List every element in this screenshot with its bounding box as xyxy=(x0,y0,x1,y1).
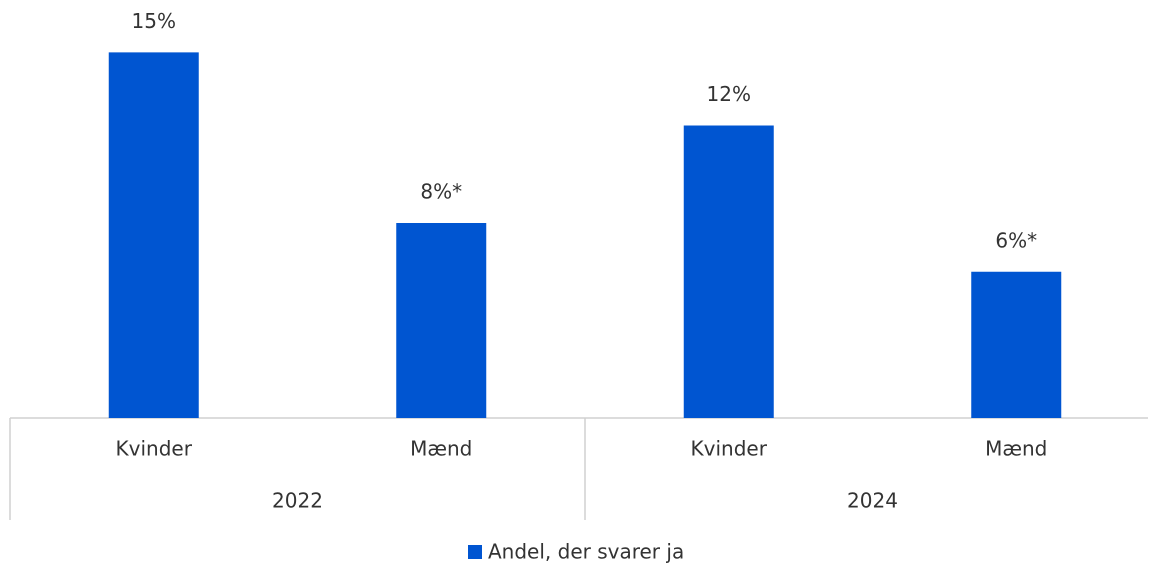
group-label: 2024 xyxy=(847,489,898,513)
x-tick-label: Kvinder xyxy=(691,437,768,461)
group-label: 2022 xyxy=(272,489,323,513)
legend-swatch xyxy=(468,545,482,559)
data-label: 12% xyxy=(707,82,751,106)
bar xyxy=(108,52,199,418)
data-label: 8%* xyxy=(420,180,462,204)
bar xyxy=(396,223,487,418)
bar xyxy=(683,125,774,418)
bar xyxy=(971,271,1062,418)
data-label: 15% xyxy=(132,9,176,33)
legend-label: Andel, der svarer ja xyxy=(488,540,684,564)
x-tick-label: Mænd xyxy=(410,437,472,461)
x-tick-label: Mænd xyxy=(985,437,1047,461)
data-label: 6%* xyxy=(995,228,1037,252)
x-tick-label: Kvinder xyxy=(116,437,193,461)
